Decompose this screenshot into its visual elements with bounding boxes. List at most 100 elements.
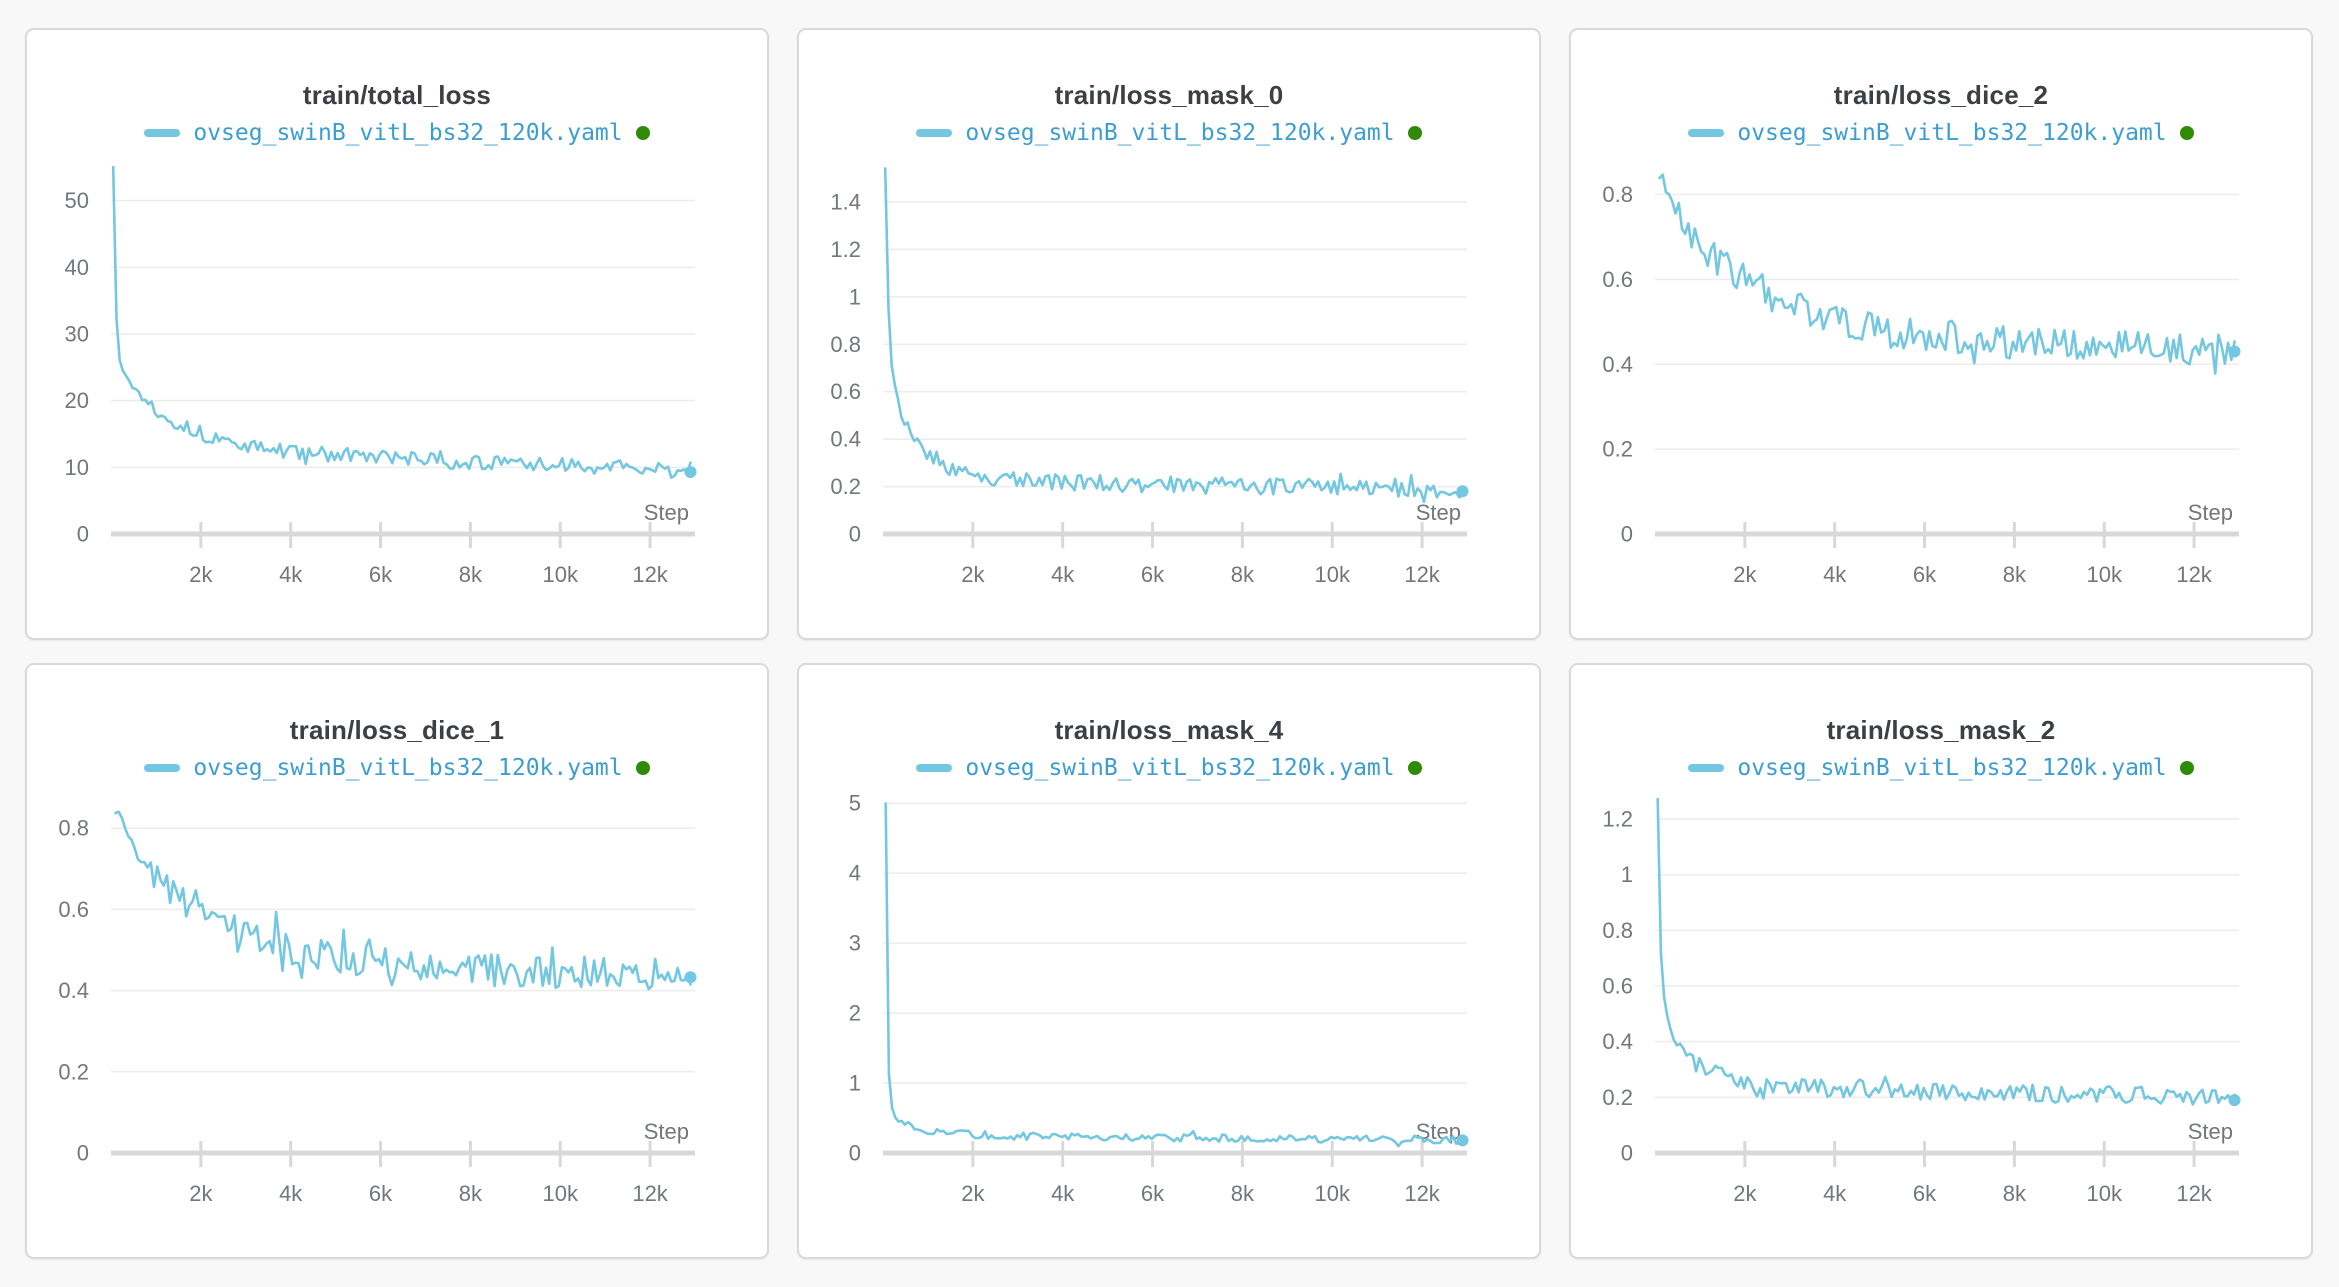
y-axis-tick-label: 0.2 <box>1602 1085 1633 1110</box>
y-axis-tick-label: 20 <box>65 388 89 413</box>
series-end-dot <box>1456 1134 1469 1147</box>
chart-title: train/loss_dice_2 <box>1833 80 2049 110</box>
x-axis-tick-label: 8k <box>459 562 483 587</box>
plot-area[interactable]: 0 10 20 30 40 50 2k 4k 6k 8k 10k 12k Step <box>65 164 697 587</box>
run-state-dot-icon <box>635 761 650 775</box>
y-axis-tick-label: 0 <box>1621 1141 1633 1166</box>
x-axis-tick-label: 10k <box>542 562 578 587</box>
chart-title: train/total_loss <box>302 80 492 110</box>
x-axis-title: Step <box>2188 500 2233 525</box>
x-axis-tick-label: 2k <box>961 562 985 587</box>
x-axis-tick-label: 8k <box>2003 1181 2027 1206</box>
plot-area[interactable]: 0 0.2 0.4 0.6 0.8 2k 4k 6k 8k 10k 12k Step <box>58 799 697 1206</box>
plot-area[interactable]: 0 0.2 0.4 0.6 0.8 1 1.2 1.4 2k 4k 6k 8k 10k 12k Step <box>830 164 1469 587</box>
y-axis-tick-label: 0.4 <box>58 978 89 1003</box>
y-axis-tick-label: 0.6 <box>58 897 89 922</box>
x-axis-title: Step <box>2188 1119 2233 1144</box>
chart-card-loss-dice-2[interactable]: train/loss_dice_2 ovseg_swinB_vitL_bs32_… <box>1569 28 2313 640</box>
series-end-dot <box>684 971 697 984</box>
chart-title: train/loss_mask_4 <box>1054 715 1284 745</box>
x-axis-tick-label: 12k <box>2176 562 2212 587</box>
legend-run-name[interactable]: ovseg_swinB_vitL_bs32_120k.yaml <box>965 120 1395 146</box>
x-axis-tick-label: 2k <box>1733 1181 1757 1206</box>
y-axis-tick-label: 1 <box>849 284 861 309</box>
legend-run-name[interactable]: ovseg_swinB_vitL_bs32_120k.yaml <box>1737 120 2167 146</box>
legend-run-name[interactable]: ovseg_swinB_vitL_bs32_120k.yaml <box>193 120 623 146</box>
x-axis-tick-label: 8k <box>2003 562 2027 587</box>
loss-curve-line <box>114 810 692 991</box>
x-axis-tick-label: 8k <box>459 1181 483 1206</box>
plot-area[interactable]: 0 0.2 0.4 0.6 0.8 2k 4k 6k 8k 10k 12k Step <box>1602 164 2241 587</box>
loss-curve-svg: 0 0.2 0.4 0.6 0.8 2k 4k 6k 8k 10k 12k Step <box>1602 173 2241 587</box>
y-axis-tick-label: 0 <box>849 522 861 547</box>
plot-area[interactable]: 0 1 2 3 4 5 2k 4k 6k 8k 10k 12k Step <box>849 791 1469 1206</box>
chart-card-loss-mask-0[interactable]: train/loss_mask_0 ovseg_swinB_vitL_bs32_… <box>797 28 1541 640</box>
series-end-dot <box>2228 1094 2241 1107</box>
legend-line-swatch-icon <box>1688 764 1725 772</box>
chart-legend: ovseg_swinB_vitL_bs32_120k.yaml <box>27 755 767 781</box>
loss-curve-svg: 0 0.2 0.4 0.6 0.8 1 1.2 2k 4k 6k 8k 10k 12k Step <box>1602 797 2241 1206</box>
legend-run-name[interactable]: ovseg_swinB_vitL_bs32_120k.yaml <box>193 755 623 781</box>
x-axis-tick-label: 10k <box>2086 1181 2122 1206</box>
y-axis-tick-label: 0.4 <box>1602 352 1633 377</box>
y-axis-tick-label: 0 <box>77 1141 89 1166</box>
legend-line-swatch-icon <box>144 764 181 772</box>
y-axis-tick-label: 1.2 <box>1602 807 1633 832</box>
loss-curve-line <box>1656 797 2236 1106</box>
loss-curve-svg: 0 10 20 30 40 50 2k 4k 6k 8k 10k 12k Step <box>65 165 697 587</box>
y-axis-tick-label: 0.8 <box>1602 182 1633 207</box>
x-axis-tick-label: 6k <box>1913 562 1937 587</box>
run-state-dot-icon <box>635 126 650 140</box>
x-axis-tick-label: 6k <box>1913 1181 1937 1206</box>
x-axis-tick-label: 4k <box>1823 562 1847 587</box>
series-end-dot <box>2228 345 2241 358</box>
y-axis-tick-label: 10 <box>65 455 89 480</box>
y-axis-tick-label: 1.2 <box>830 237 861 262</box>
y-axis-tick-label: 0.2 <box>830 474 861 499</box>
x-axis-tick-label: 6k <box>369 1181 393 1206</box>
loss-curve-line <box>111 165 692 479</box>
legend-run-name[interactable]: ovseg_swinB_vitL_bs32_120k.yaml <box>1737 755 2167 781</box>
x-axis-tick-label: 10k <box>2086 562 2122 587</box>
chart-legend: ovseg_swinB_vitL_bs32_120k.yaml <box>799 755 1539 781</box>
run-state-dot-icon <box>2179 761 2194 775</box>
legend-run-name[interactable]: ovseg_swinB_vitL_bs32_120k.yaml <box>965 755 1395 781</box>
loss-curve-svg: 0 0.2 0.4 0.6 0.8 1 1.2 1.4 2k 4k 6k 8k 10k 12k Step <box>830 167 1469 587</box>
series-end-dot <box>1456 485 1469 498</box>
y-axis-tick-label: 40 <box>65 255 89 280</box>
loss-curve-line <box>883 167 1464 503</box>
y-axis-tick-label: 1 <box>849 1071 861 1096</box>
x-axis-tick-label: 4k <box>1051 562 1075 587</box>
y-axis-tick-label: 0.4 <box>1602 1029 1633 1054</box>
x-axis-tick-label: 2k <box>189 562 213 587</box>
chart-card-loss-mask-2[interactable]: train/loss_mask_2 ovseg_swinB_vitL_bs32_… <box>1569 663 2313 1259</box>
y-axis-tick-label: 0.2 <box>58 1059 89 1084</box>
chart-card-total-loss[interactable]: train/total_loss ovseg_swinB_vitL_bs32_1… <box>25 28 769 640</box>
x-axis-tick-label: 8k <box>1231 562 1255 587</box>
y-axis-tick-label: 1.4 <box>830 189 861 214</box>
chart-legend: ovseg_swinB_vitL_bs32_120k.yaml <box>1571 755 2311 781</box>
x-axis-tick-label: 4k <box>279 562 303 587</box>
x-axis-title: Step <box>1416 500 1461 525</box>
y-axis-tick-label: 0.6 <box>1602 267 1633 292</box>
x-axis-tick-label: 10k <box>1314 562 1350 587</box>
chart-card-loss-mask-4[interactable]: train/loss_mask_4 ovseg_swinB_vitL_bs32_… <box>797 663 1541 1259</box>
chart-title: train/loss_mask_2 <box>1826 715 2056 745</box>
run-state-dot-icon <box>1407 761 1422 775</box>
y-axis-tick-label: 4 <box>849 861 861 886</box>
x-axis-tick-label: 2k <box>189 1181 213 1206</box>
x-axis-tick-label: 6k <box>1141 1181 1165 1206</box>
plot-area[interactable]: 0 0.2 0.4 0.6 0.8 1 1.2 2k 4k 6k 8k 10k 12k Step <box>1602 797 2241 1206</box>
y-axis-tick-label: 1 <box>1621 862 1633 887</box>
y-axis-tick-label: 0.8 <box>830 332 861 357</box>
y-axis-tick-label: 3 <box>849 931 861 956</box>
legend-line-swatch-icon <box>1688 129 1725 137</box>
x-axis-tick-label: 6k <box>1141 562 1165 587</box>
chart-card-loss-dice-1[interactable]: train/loss_dice_1 ovseg_swinB_vitL_bs32_… <box>25 663 769 1259</box>
y-axis-tick-label: 0 <box>1621 522 1633 547</box>
y-axis-tick-label: 0 <box>849 1141 861 1166</box>
legend-line-swatch-icon <box>144 129 181 137</box>
x-axis-tick-label: 12k <box>632 1181 668 1206</box>
